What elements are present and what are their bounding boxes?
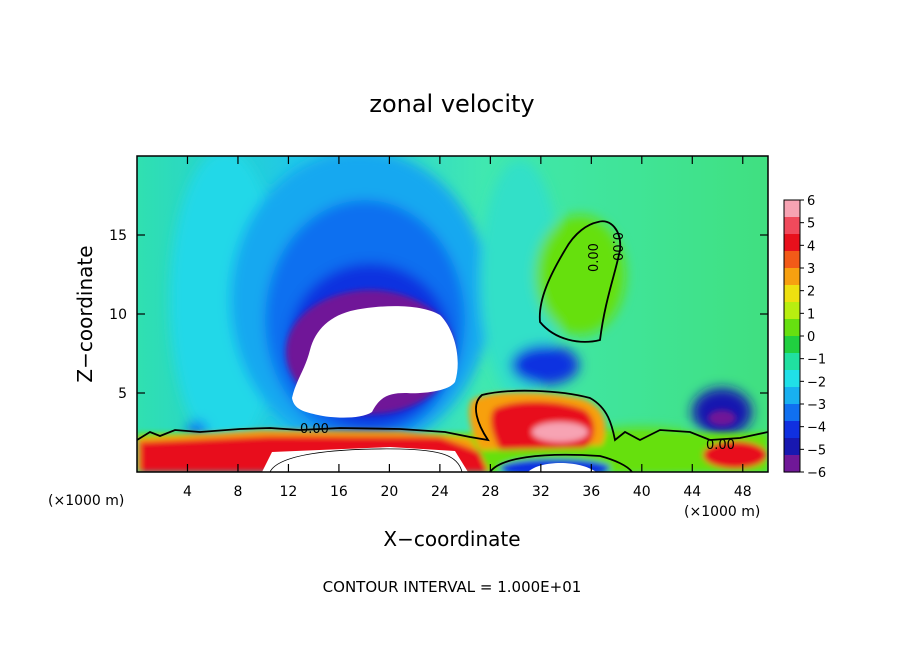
colorbar-label: 2 bbox=[807, 285, 815, 300]
colorbar-label: 5 bbox=[807, 217, 815, 232]
contour-label-2: 0.00 bbox=[706, 438, 735, 453]
colorbar-label: −5 bbox=[807, 443, 826, 458]
colorbar-swatch bbox=[784, 234, 800, 252]
y-tick-label: 10 bbox=[109, 307, 127, 323]
zero-contour-ground bbox=[489, 453, 633, 472]
x-tick-label: 16 bbox=[330, 484, 348, 500]
colorbar-label: 6 bbox=[807, 194, 815, 209]
colorbar-label: 0 bbox=[807, 330, 815, 345]
x-tick-label: 20 bbox=[380, 484, 398, 500]
footer-note: CONTOUR INTERVAL = 1.000E+01 bbox=[323, 578, 582, 596]
x-unit-left: (×1000 m) bbox=[48, 493, 124, 509]
x-tick-label: 36 bbox=[582, 484, 600, 500]
colorbar-swatch bbox=[784, 336, 800, 354]
x-tick-label: 48 bbox=[734, 484, 752, 500]
zero-contour-lower bbox=[137, 389, 768, 442]
green-upper-cell bbox=[535, 215, 625, 335]
colorbar-swatch bbox=[784, 353, 800, 371]
colorbar-swatch bbox=[784, 268, 800, 286]
y-tick-label: 5 bbox=[118, 386, 127, 402]
surface-undefined-white-2 bbox=[528, 463, 596, 472]
colorbar-swatch bbox=[784, 421, 800, 439]
contour-label-3: 0.00 bbox=[609, 232, 624, 261]
y-ticks: 5 10 15 bbox=[109, 228, 768, 402]
blue-small-cell bbox=[511, 345, 579, 385]
colorbar-swatch bbox=[784, 217, 800, 235]
colorbar-swatch bbox=[784, 370, 800, 388]
colorbar-swatch bbox=[784, 200, 800, 218]
colorbar-label: −1 bbox=[807, 353, 826, 368]
x-tick-label: 12 bbox=[280, 484, 298, 500]
x-unit-right: (×1000 m) bbox=[684, 504, 760, 520]
colorbar-label: −2 bbox=[807, 375, 826, 390]
x-tick-label: 44 bbox=[683, 484, 701, 500]
colorbar-swatch bbox=[784, 319, 800, 337]
y-axis-label: Z−coordinate bbox=[73, 245, 97, 382]
colorbar-swatch bbox=[784, 285, 800, 303]
colorbar: 6 5 4 3 2 1 0 −1 −2 −3 −4 −5 −6 bbox=[783, 194, 826, 481]
right-edge-red bbox=[703, 441, 767, 469]
colorbar-label: −3 bbox=[807, 398, 826, 413]
colorbar-label: −4 bbox=[807, 421, 826, 436]
x-tick-label: 8 bbox=[233, 484, 242, 500]
colorbar-swatch bbox=[784, 404, 800, 422]
colorbar-label: 3 bbox=[807, 262, 815, 277]
x-ticks: 4 8 12 16 20 24 28 32 36 40 44 48 bbox=[183, 156, 752, 500]
colorbar-swatch bbox=[784, 387, 800, 405]
colorbar-swatch bbox=[784, 251, 800, 269]
x-tick-label: 24 bbox=[431, 484, 449, 500]
x-tick-label: 32 bbox=[532, 484, 550, 500]
contour-label-4: 0.00 bbox=[587, 243, 602, 272]
colorbar-swatch bbox=[784, 455, 800, 473]
x-tick-label: 4 bbox=[183, 484, 192, 500]
purple-right-spot bbox=[708, 410, 736, 426]
zero-contours bbox=[137, 220, 768, 472]
colorbar-swatch bbox=[784, 438, 800, 456]
colorbar-label: −6 bbox=[807, 466, 826, 481]
x-tick-label: 28 bbox=[481, 484, 499, 500]
colorbar-swatch bbox=[784, 302, 800, 320]
y-tick-label: 15 bbox=[109, 228, 127, 244]
zero-contour-upper bbox=[538, 220, 622, 343]
colorbar-label: 1 bbox=[807, 307, 815, 322]
colorbar-label: 4 bbox=[807, 239, 815, 254]
contour-label-1: 0.00 bbox=[300, 422, 329, 437]
plot-area: 0.00 0.00 0.00 0.00 bbox=[137, 156, 768, 472]
x-axis-label: X−coordinate bbox=[383, 527, 520, 551]
contour-labels: 0.00 0.00 0.00 0.00 bbox=[300, 232, 735, 453]
undefined-region-white bbox=[292, 306, 458, 418]
chart-title: zonal velocity bbox=[369, 90, 534, 118]
lower-right-pink bbox=[532, 422, 588, 442]
x-tick-label: 40 bbox=[633, 484, 651, 500]
cyan-right-band bbox=[480, 160, 560, 400]
thin-ground-contour bbox=[269, 448, 463, 472]
